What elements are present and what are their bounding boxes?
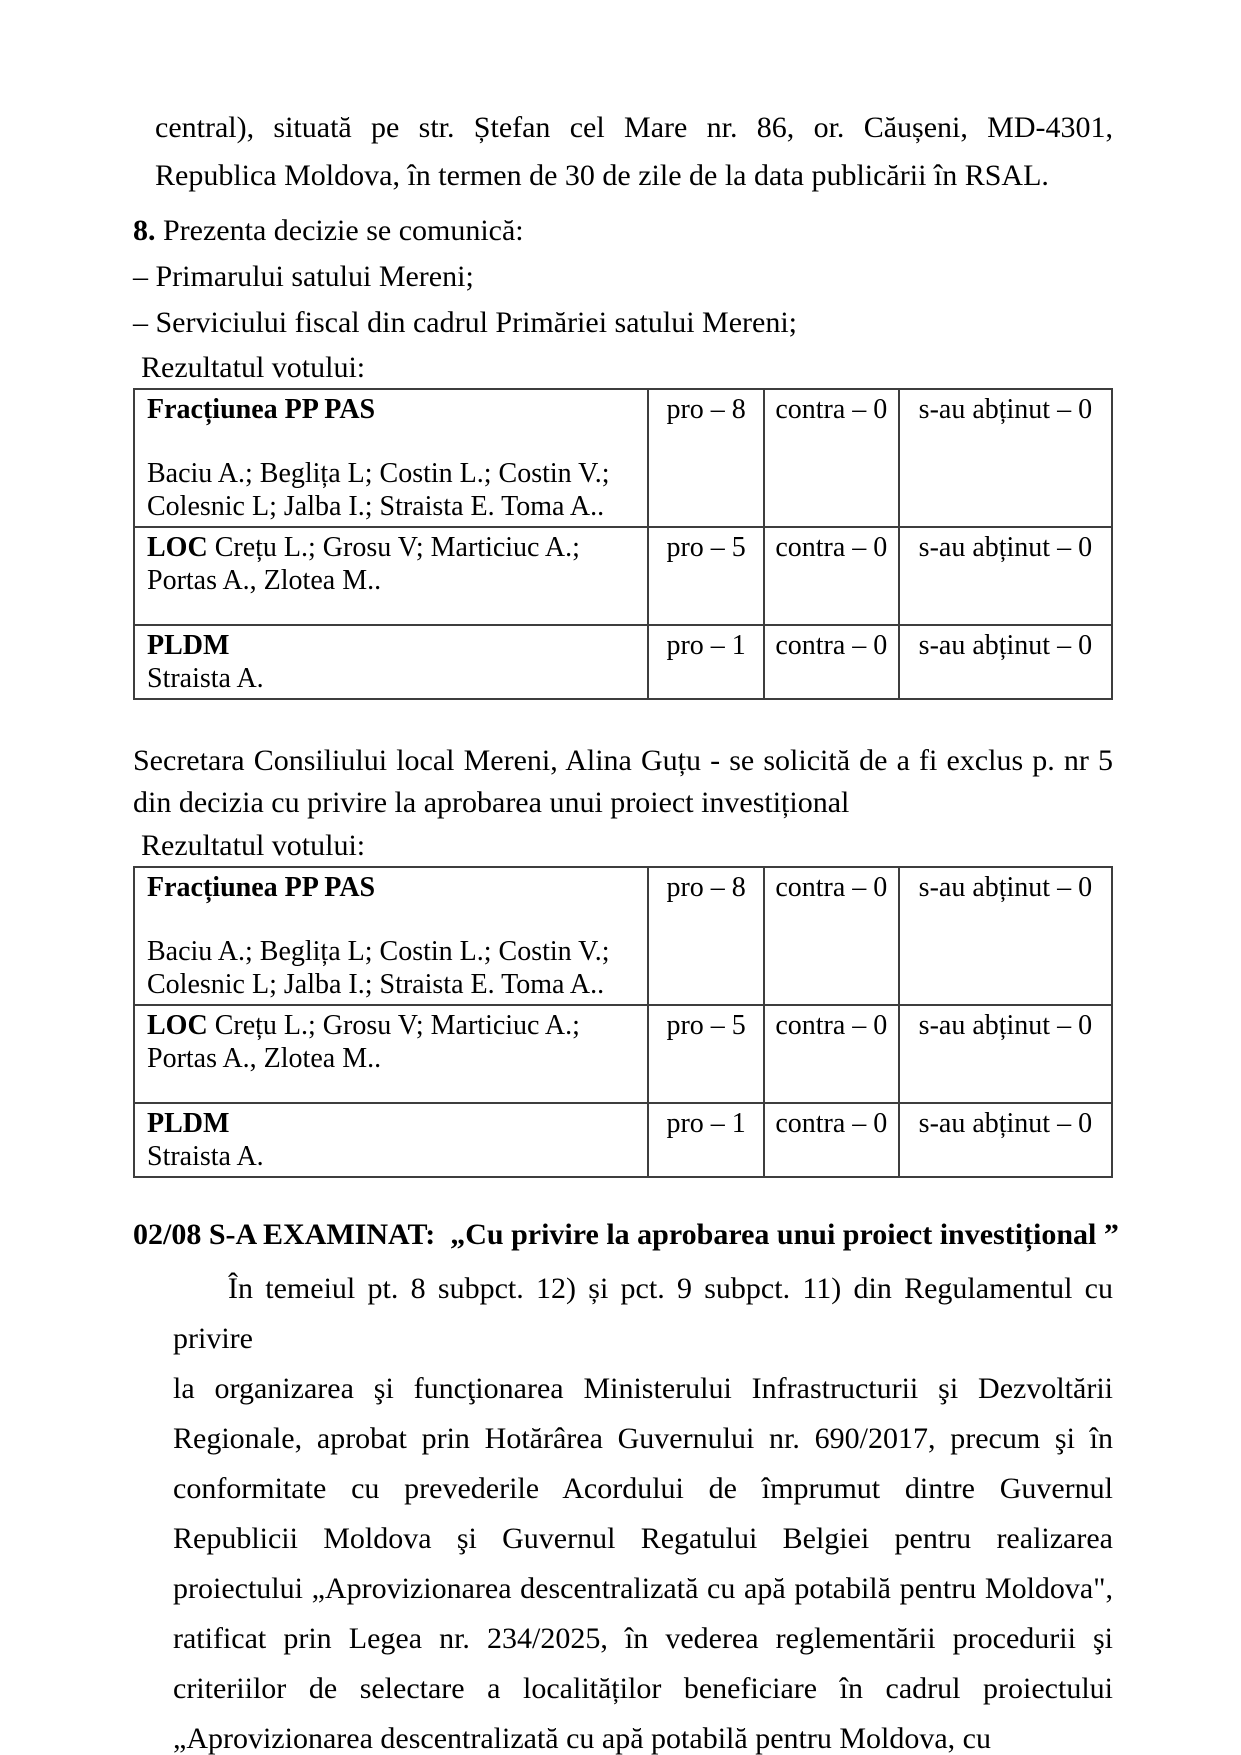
secretary-note-line-1: Secretara Consiliului local Mereni, Alin… <box>133 744 1113 777</box>
intro-paragraph: central), situată pe str. Ștefan cel Mar… <box>155 104 1113 200</box>
cell-contra-pas: contra – 0 <box>762 388 900 528</box>
cell-contra-pas: contra – 0 <box>762 866 900 1006</box>
faction-name-pldm: PLDM <box>147 630 230 661</box>
faction-name-loc: LOC <box>147 1010 208 1041</box>
cell-contra-loc: contra – 0 <box>762 526 900 626</box>
cell-faction-pas: Fracțiunea PP PAS Baciu A.; Beglița L; C… <box>132 866 650 1006</box>
cell-abstained-pas: s-au abținut – 0 <box>897 866 1114 1006</box>
cell-abstained-pldm: s-au abținut – 0 <box>897 624 1114 700</box>
body-line-3: Regionale, aprobat prin Hotărârea Guvern… <box>173 1422 1113 1455</box>
recipient-item-1: – Primarului satului Mereni; <box>133 260 474 293</box>
faction-members-pas: Baciu A.; Beglița L; Costin L.; Costin V… <box>147 458 610 522</box>
cell-pro-pas: pro – 8 <box>647 866 765 1006</box>
faction-name-loc: LOC <box>147 532 208 563</box>
point-8: 8. Prezenta decizie se comunică: <box>133 208 1113 254</box>
intro-line-1: central), situată pe str. Ștefan cel Mar… <box>155 111 1113 144</box>
vote-results-table-2: Fracțiunea PP PAS Baciu A.; Beglița L; C… <box>132 866 1114 1178</box>
body-line-1: În temeiul pt. 8 subpct. 12) și pct. 9 s… <box>173 1272 1113 1355</box>
body-line-9: „Aprovizionarea descentralizată cu apă p… <box>173 1722 991 1755</box>
table-row-pas: Fracțiunea PP PAS Baciu A.; Beglița L; C… <box>132 866 1114 1006</box>
cell-pro-loc: pro – 5 <box>647 1004 765 1104</box>
point-8-text: Prezenta decizie se comunică: <box>155 214 524 247</box>
cell-abstained-loc: s-au abținut – 0 <box>897 1004 1114 1104</box>
body-line-7: ratificat prin Legea nr. 234/2025, în ve… <box>173 1622 1113 1655</box>
table-row-pldm: PLDM Straista A. pro – 1 contra – 0 s-au… <box>132 624 1114 700</box>
body-line-4: conformitate cu prevederile Acordului de… <box>173 1472 1113 1505</box>
faction-members-pas: Baciu A.; Beglița L; Costin L.; Costin V… <box>147 936 610 1000</box>
table-row-loc: LOC Crețu L.; Grosu V; Marticiuc A.; Por… <box>132 526 1114 626</box>
cell-contra-loc: contra – 0 <box>762 1004 900 1104</box>
cell-faction-loc: LOC Crețu L.; Grosu V; Marticiuc A.; Por… <box>132 526 650 626</box>
body-paragraph: În temeiul pt. 8 subpct. 12) și pct. 9 s… <box>173 1264 1113 1755</box>
faction-members-loc: Crețu L.; Grosu V; Marticiuc A.; Portas … <box>147 532 580 596</box>
faction-members-loc: Crețu L.; Grosu V; Marticiuc A.; Portas … <box>147 1010 580 1074</box>
vote-result-label-1: Rezultatul votului: <box>141 351 366 384</box>
cell-pro-loc: pro – 5 <box>647 526 765 626</box>
cell-faction-loc: LOC Crețu L.; Grosu V; Marticiuc A.; Por… <box>132 1004 650 1104</box>
table-row-pas: Fracțiunea PP PAS Baciu A.; Beglița L; C… <box>132 388 1114 528</box>
intro-line-2: Republica Moldova, în termen de 30 de zi… <box>155 159 1049 192</box>
body-line-6: proiectului „Aprovizionarea descentraliz… <box>173 1572 1113 1605</box>
point-8-number: 8. <box>133 214 156 247</box>
cell-abstained-loc: s-au abținut – 0 <box>897 526 1114 626</box>
secretary-note-line-2: din decizia cu privire la aprobarea unui… <box>133 786 850 819</box>
examined-heading: 02/08 S-A EXAMINAT: „Cu privire la aprob… <box>133 1218 1119 1251</box>
vote-result-label-2: Rezultatul votului: <box>141 829 366 862</box>
cell-pro-pldm: pro – 1 <box>647 624 765 700</box>
faction-members-pldm: Straista A. <box>147 663 264 694</box>
faction-members-pldm: Straista A. <box>147 1141 264 1172</box>
body-line-8: criteriilor de selectare a localităților… <box>173 1672 1113 1705</box>
recipient-item-2: – Serviciului fiscal din cadrul Primărie… <box>133 306 797 339</box>
cell-abstained-pas: s-au abținut – 0 <box>897 388 1114 528</box>
vote-results-table-1: Fracțiunea PP PAS Baciu A.; Beglița L; C… <box>132 388 1114 700</box>
secretary-note: Secretara Consiliului local Mereni, Alin… <box>133 740 1113 824</box>
cell-pro-pldm: pro – 1 <box>647 1102 765 1178</box>
cell-pro-pas: pro – 8 <box>647 388 765 528</box>
faction-name-pas: Fracțiunea PP PAS <box>147 872 376 903</box>
cell-faction-pldm: PLDM Straista A. <box>132 624 650 700</box>
cell-faction-pldm: PLDM Straista A. <box>132 1102 650 1178</box>
table-row-loc: LOC Crețu L.; Grosu V; Marticiuc A.; Por… <box>132 1004 1114 1104</box>
cell-contra-pldm: contra – 0 <box>762 1102 900 1178</box>
cell-faction-pas: Fracțiunea PP PAS Baciu A.; Beglița L; C… <box>132 388 650 528</box>
cell-abstained-pldm: s-au abținut – 0 <box>897 1102 1114 1178</box>
body-line-5: Republicii Moldova şi Guvernul Regatului… <box>173 1522 1113 1555</box>
table-row-pldm: PLDM Straista A. pro – 1 contra – 0 s-au… <box>132 1102 1114 1178</box>
faction-name-pas: Fracțiunea PP PAS <box>147 394 376 425</box>
faction-name-pldm: PLDM <box>147 1108 230 1139</box>
cell-contra-pldm: contra – 0 <box>762 624 900 700</box>
body-line-2: la organizarea şi funcţionarea Ministeru… <box>173 1372 1113 1405</box>
